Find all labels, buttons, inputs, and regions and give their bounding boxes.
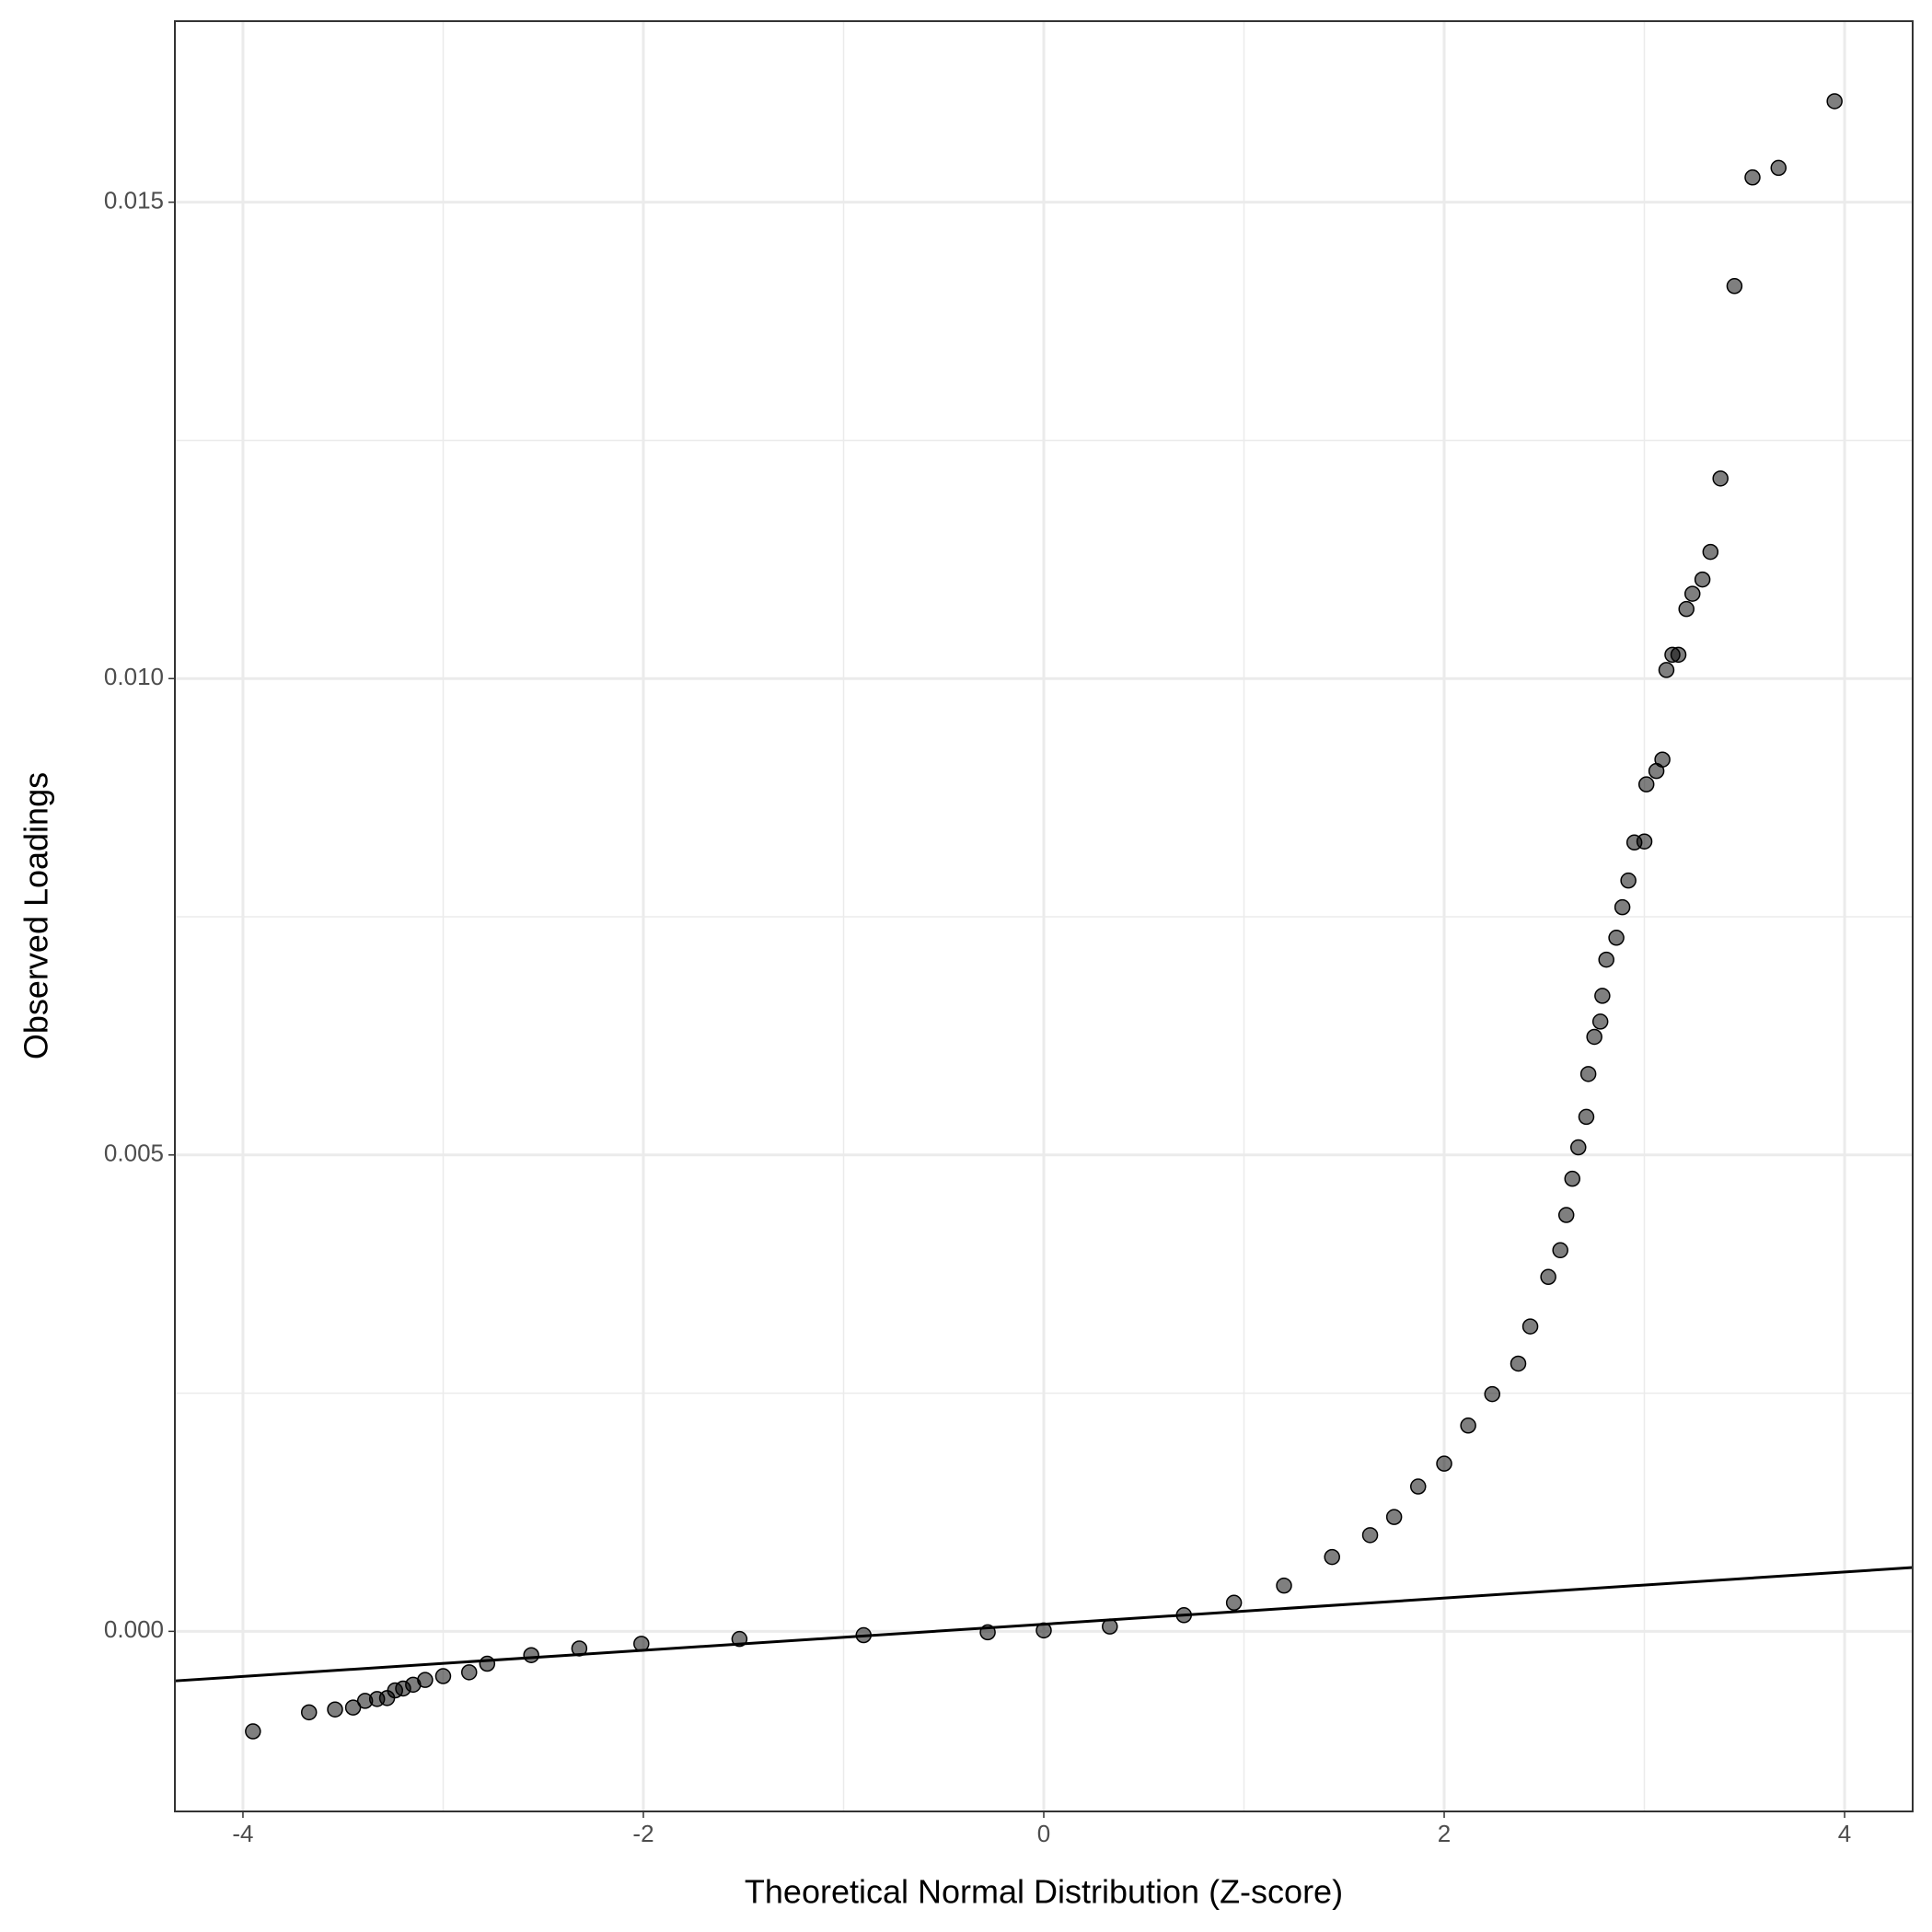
point	[1361, 1527, 1379, 1544]
x-axis-title: Theoretical Normal Distribution (Z-score…	[745, 1873, 1343, 1911]
point	[344, 1699, 362, 1716]
point	[1712, 470, 1729, 487]
point	[1570, 1139, 1587, 1156]
point	[1636, 833, 1653, 850]
point	[417, 1672, 434, 1688]
y-tick-label: 0.005	[104, 1140, 164, 1167]
point	[1614, 898, 1631, 916]
x-tick-label: -4	[232, 1820, 253, 1847]
point	[1591, 1013, 1609, 1030]
x-tick-label: 4	[1838, 1820, 1851, 1847]
point	[300, 1704, 318, 1721]
point	[1620, 872, 1637, 889]
y-tick-label: 0.010	[104, 663, 164, 690]
point	[1557, 1207, 1575, 1223]
point	[1510, 1355, 1527, 1372]
point	[1579, 1066, 1597, 1082]
point	[1770, 159, 1787, 177]
point	[1670, 646, 1687, 664]
point	[460, 1664, 478, 1681]
point	[1702, 543, 1719, 561]
point	[1744, 169, 1761, 186]
point	[1654, 751, 1671, 768]
y-tick-label: 0.015	[104, 187, 164, 214]
point	[479, 1655, 496, 1672]
point	[1521, 1318, 1539, 1335]
reference-line	[174, 1566, 1914, 1683]
point	[1484, 1385, 1500, 1403]
point	[1460, 1417, 1476, 1434]
point	[1436, 1455, 1452, 1472]
y-axis-title: Observed Loadings	[17, 772, 55, 1059]
point	[1578, 1108, 1595, 1126]
point	[1409, 1478, 1427, 1495]
point	[1586, 1028, 1602, 1046]
point	[1225, 1594, 1243, 1612]
point	[1678, 600, 1695, 618]
point	[1608, 930, 1625, 946]
point	[1594, 988, 1611, 1004]
plot-border	[174, 20, 1914, 1812]
point	[1385, 1509, 1403, 1525]
x-tick-label: 0	[1037, 1820, 1050, 1847]
x-tick-label: -2	[632, 1820, 654, 1847]
point	[434, 1668, 452, 1684]
point	[1637, 776, 1655, 792]
point	[1540, 1268, 1556, 1286]
point	[523, 1647, 539, 1663]
point	[1694, 571, 1711, 588]
point	[1276, 1577, 1292, 1594]
point	[327, 1701, 343, 1718]
point	[1598, 951, 1614, 968]
point	[1683, 585, 1701, 602]
point	[245, 1723, 261, 1740]
y-tick-label: 0.000	[104, 1615, 164, 1643]
x-tick-label: 2	[1438, 1820, 1451, 1847]
point	[1726, 278, 1743, 295]
point	[1658, 662, 1675, 678]
point	[1826, 93, 1843, 110]
point	[1564, 1170, 1580, 1187]
point	[1324, 1548, 1340, 1566]
point	[1552, 1242, 1568, 1259]
